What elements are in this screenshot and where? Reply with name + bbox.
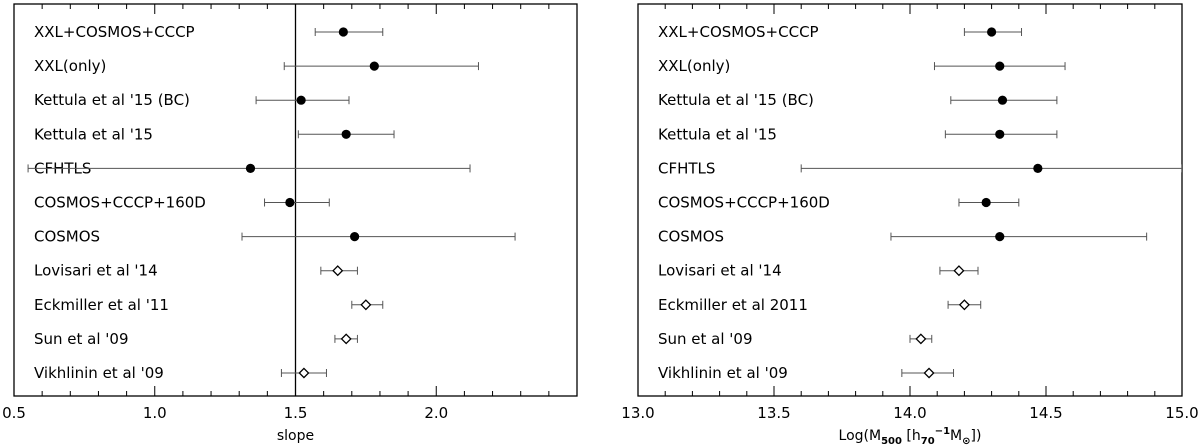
error-bar bbox=[264, 198, 330, 207]
x-axis-label: Log(M500 [h70−1M⊙]) bbox=[839, 426, 982, 447]
data-row: CFHTLS bbox=[658, 159, 1182, 177]
row-label: Kettula et al '15 bbox=[658, 125, 777, 143]
data-point-filled bbox=[350, 232, 360, 242]
data-point-filled bbox=[245, 163, 256, 173]
x-axis-label-part: ⊙ bbox=[962, 436, 970, 447]
data-point-open bbox=[958, 299, 970, 311]
row-label: COSMOS bbox=[34, 228, 100, 246]
panel-slope: 0.5 1.0 1.5 2.0 slope XXL+COSMOS+CCCP XXL(only… bbox=[2, 3, 578, 444]
x-axis-label-part: 500 bbox=[881, 436, 902, 447]
error-bar bbox=[283, 62, 479, 71]
x-axis-label-part: −1 bbox=[935, 426, 950, 437]
row-label: Vikhlinin et al '09 bbox=[658, 364, 788, 382]
data-point-filled bbox=[285, 197, 295, 208]
row-label: Sun et al '09 bbox=[34, 330, 129, 348]
data-row: Sun et al '09 bbox=[658, 330, 933, 348]
data-row: Eckmiller et al 2011 bbox=[658, 296, 982, 314]
data-point-filled bbox=[1033, 163, 1043, 173]
data-row: CFHTLS bbox=[27, 159, 471, 177]
row-label: COSMOS+CCCP+160D bbox=[34, 194, 206, 212]
error-bar bbox=[800, 164, 1182, 173]
x-axis-label-part: ]) bbox=[971, 428, 982, 444]
data-row: XXL+COSMOS+CCCP bbox=[34, 23, 384, 41]
data-point-filled bbox=[987, 27, 997, 37]
data-row: Kettula et al '15 bbox=[658, 125, 1058, 143]
row-label: Kettula et al '15 (BC) bbox=[34, 91, 190, 109]
data-point-filled bbox=[338, 27, 348, 37]
data-point-filled bbox=[981, 197, 991, 208]
x-tick-label: 13.0 bbox=[621, 404, 654, 422]
row-label: COSMOS+CCCP+160D bbox=[658, 194, 830, 212]
row-label: Sun et al '09 bbox=[658, 330, 753, 348]
data-row: COSMOS+CCCP+160D bbox=[34, 194, 330, 212]
data-row: Vikhlinin et al '09 bbox=[34, 364, 327, 382]
data-row: Vikhlinin et al '09 bbox=[658, 364, 955, 382]
data-row: XXL+COSMOS+CCCP bbox=[658, 23, 1023, 41]
data-row: Lovisari et al '14 bbox=[658, 262, 979, 280]
data-point-open bbox=[332, 265, 344, 277]
data-point-filled bbox=[369, 61, 379, 71]
data-point-filled bbox=[995, 61, 1005, 71]
row-label: XXL(only) bbox=[658, 57, 730, 75]
data-point-open bbox=[340, 333, 352, 345]
x-axis-label-part: M bbox=[950, 428, 962, 444]
row-label: Eckmiller et al 2011 bbox=[658, 296, 808, 314]
data-point-open bbox=[298, 367, 310, 379]
data-point-filled bbox=[997, 95, 1008, 105]
x-tick-label: 0.5 bbox=[2, 404, 26, 422]
data-point-open bbox=[953, 265, 965, 277]
data-row: XXL(only) bbox=[34, 57, 479, 75]
row-label: Lovisari et al '14 bbox=[658, 262, 782, 280]
data-row: Kettula et al '15 (BC) bbox=[34, 91, 350, 109]
x-tick-label: 14.5 bbox=[1029, 404, 1062, 422]
x-tick-label: 13.5 bbox=[757, 404, 790, 422]
data-row: Sun et al '09 bbox=[34, 330, 358, 348]
x-tick-label: 14.0 bbox=[893, 404, 926, 422]
x-tick-label: 1.0 bbox=[143, 404, 167, 422]
data-row: Eckmiller et al '11 bbox=[34, 296, 384, 314]
data-point-filled bbox=[995, 232, 1005, 242]
row-label: Lovisari et al '14 bbox=[34, 262, 158, 280]
data-row: Kettula et al '15 (BC) bbox=[658, 91, 1058, 109]
row-label: Vikhlinin et al '09 bbox=[34, 364, 164, 382]
row-label: Kettula et al '15 bbox=[34, 125, 153, 143]
data-point-filled bbox=[341, 129, 351, 139]
error-bar bbox=[241, 232, 516, 241]
data-point-open bbox=[915, 333, 927, 345]
row-label: COSMOS bbox=[658, 228, 724, 246]
x-axis-label: slope bbox=[277, 428, 314, 444]
data-row: COSMOS bbox=[658, 228, 1148, 246]
panel-log-mass: 13.0 13.5 14.0 14.5 15.0 Log(M500 [h70−1M⊙]) X… bbox=[621, 3, 1199, 447]
row-label: XXL+COSMOS+CCCP bbox=[658, 23, 819, 41]
data-row: COSMOS+CCCP+160D bbox=[658, 194, 1020, 212]
x-axis-label-part: Log(M bbox=[839, 428, 882, 444]
data-point-filled bbox=[296, 95, 306, 105]
error-bar bbox=[890, 232, 1148, 241]
data-row: Lovisari et al '14 bbox=[34, 262, 358, 280]
x-tick-label: 2.0 bbox=[424, 404, 448, 422]
x-axis-label-part: [h bbox=[902, 428, 921, 444]
error-bar bbox=[314, 28, 384, 36]
data-row: XXL(only) bbox=[658, 57, 1066, 75]
row-label: CFHTLS bbox=[658, 159, 715, 177]
data-point-open bbox=[923, 367, 935, 379]
row-label: XXL+COSMOS+CCCP bbox=[34, 23, 195, 41]
row-label: Eckmiller et al '11 bbox=[34, 296, 169, 314]
x-axis-label-part: 70 bbox=[921, 436, 935, 447]
x-tick-label: 1.5 bbox=[284, 404, 308, 422]
data-point-open bbox=[360, 299, 372, 311]
x-tick-label: 15.0 bbox=[1165, 404, 1198, 422]
row-label: Kettula et al '15 (BC) bbox=[658, 91, 814, 109]
row-label: XXL(only) bbox=[34, 57, 106, 75]
data-point-filled bbox=[995, 129, 1005, 139]
data-row: COSMOS bbox=[34, 228, 516, 246]
data-row: Kettula et al '15 bbox=[34, 125, 395, 143]
